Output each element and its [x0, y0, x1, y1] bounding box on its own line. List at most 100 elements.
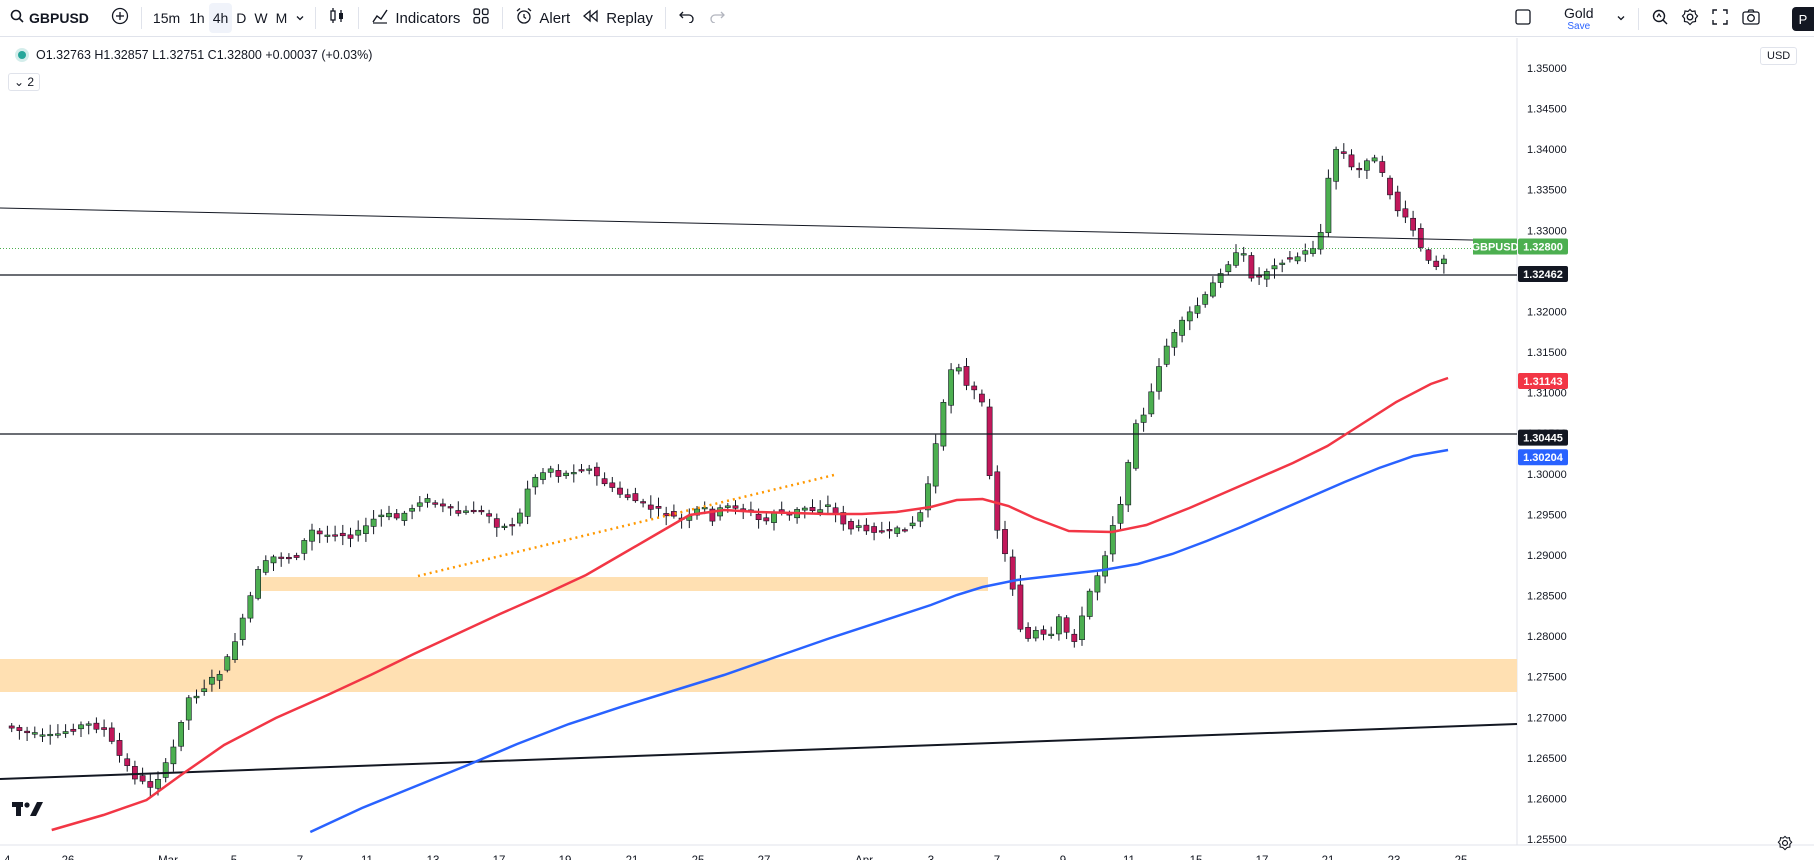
price-tick-label: 1.29000 — [1527, 550, 1567, 562]
chart-pane[interactable]: 1.350001.345001.340001.335001.330001.325… — [0, 38, 1814, 860]
replay-button[interactable]: Replay — [576, 3, 659, 33]
candle — [1125, 459, 1132, 513]
candle — [16, 724, 23, 740]
candle — [70, 723, 77, 736]
alert-button[interactable]: Alert — [509, 3, 576, 33]
tradingview-logo[interactable] — [12, 800, 44, 824]
square-layout-icon — [1514, 8, 1532, 30]
top-toolbar: GBPUSD 15m 1h 4h D W M Indicators — [0, 0, 1814, 37]
interval-dropdown[interactable] — [291, 3, 309, 33]
legend-collapse-button[interactable]: ⌄ 2 — [8, 73, 41, 91]
interval-15m[interactable]: 15m — [152, 10, 181, 26]
redo-button[interactable] — [702, 3, 732, 33]
dotted-trendline[interactable] — [417, 473, 835, 578]
candle — [432, 500, 439, 508]
publish-button[interactable]: P — [1792, 7, 1814, 31]
candle — [670, 504, 677, 519]
undo-button[interactable] — [672, 3, 702, 33]
chart-type-button[interactable] — [322, 3, 352, 33]
grid-icon — [472, 7, 490, 29]
layout-button[interactable] — [1508, 4, 1538, 34]
interval-1h[interactable]: 1h — [189, 10, 205, 26]
candle-body — [1140, 414, 1147, 423]
price-axis[interactable]: 1.350001.345001.340001.335001.330001.325… — [1527, 63, 1567, 846]
axis-settings-icon[interactable] — [1777, 835, 1793, 854]
candle — [8, 723, 15, 733]
quick-search-icon — [1651, 8, 1669, 30]
symbol-search[interactable]: GBPUSD — [4, 3, 95, 33]
interval-d[interactable]: D — [236, 10, 247, 26]
candle-body — [570, 472, 577, 475]
resistance-trendline[interactable] — [0, 207, 1518, 242]
rewind-icon — [582, 9, 600, 27]
candle-body — [532, 476, 539, 488]
candle-body — [1364, 160, 1370, 171]
candle-body — [963, 366, 970, 386]
candle — [224, 654, 231, 673]
candle-body — [1325, 177, 1332, 234]
moving-average-blue[interactable] — [309, 448, 1449, 834]
candle — [1079, 606, 1085, 646]
interval-m[interactable]: M — [275, 10, 288, 26]
layout-menu-button[interactable] — [1610, 4, 1632, 34]
candle — [909, 516, 916, 529]
search-icon — [10, 9, 24, 27]
candle-body — [1371, 157, 1378, 162]
support-zone-lower[interactable] — [0, 659, 1517, 692]
divider — [358, 7, 360, 29]
currency-selector[interactable]: USD — [1760, 47, 1798, 65]
candle — [470, 501, 477, 514]
candle — [1217, 268, 1224, 288]
candle-body — [509, 524, 516, 527]
candle-body — [817, 509, 824, 513]
settings-button[interactable] — [1675, 4, 1705, 34]
time-tick-label: 17 — [493, 855, 506, 860]
candle — [424, 493, 431, 508]
moving-average-red[interactable] — [51, 376, 1449, 832]
candle-body — [1240, 253, 1247, 256]
candle-body — [478, 510, 485, 513]
candle-body — [894, 527, 901, 534]
candle — [478, 505, 485, 515]
candle — [609, 476, 616, 493]
ma-blue-tag: 1.30204 — [1518, 449, 1568, 466]
candle-body — [424, 498, 431, 503]
candle-body — [193, 695, 200, 699]
candle-body — [285, 556, 292, 560]
candle-body — [493, 518, 500, 528]
compare-button[interactable] — [105, 3, 135, 33]
candle — [1433, 255, 1440, 271]
support-trendline[interactable] — [0, 723, 1518, 780]
chart-canvas[interactable]: 1.350001.345001.340001.335001.330001.325… — [0, 38, 1814, 860]
fullscreen-button[interactable] — [1705, 4, 1735, 34]
candle-body — [162, 762, 169, 778]
candle-body — [239, 617, 246, 640]
candle-body — [309, 529, 315, 542]
interval-4h[interactable]: 4h — [208, 3, 233, 33]
candle — [386, 505, 392, 521]
snapshot-button[interactable] — [1735, 4, 1767, 34]
support-zone-upper[interactable] — [260, 577, 988, 591]
quick-search-button[interactable] — [1645, 4, 1675, 34]
layout-name: Gold — [1564, 4, 1594, 21]
candle — [147, 772, 154, 798]
candle-body — [1102, 555, 1108, 577]
interval-w[interactable]: W — [254, 10, 268, 26]
price-tick-label: 1.28000 — [1527, 631, 1567, 643]
save-layout-button[interactable]: Gold Save — [1558, 6, 1600, 32]
candle — [1056, 613, 1062, 641]
candle — [516, 508, 523, 527]
chevron-down-icon — [1616, 10, 1626, 27]
alarm-clock-icon — [515, 7, 533, 29]
candle — [309, 523, 315, 551]
symbol-tag: GBPUSD 1.32800 — [1471, 238, 1568, 255]
time-axis[interactable]: 4 26 Mar 5 7 11 13 17 19 21 25 27 Apr 3 7 9 11 15 17 21 23 25 — [4, 855, 1467, 860]
price-tag-box — [1518, 449, 1568, 466]
templates-button[interactable] — [466, 3, 496, 33]
time-tick-label: 15 — [1190, 855, 1203, 860]
candle — [1025, 622, 1031, 642]
candle-body — [601, 478, 608, 485]
indicators-button[interactable]: Indicators — [365, 3, 466, 33]
candle — [1009, 549, 1016, 596]
candle-body — [293, 555, 300, 558]
